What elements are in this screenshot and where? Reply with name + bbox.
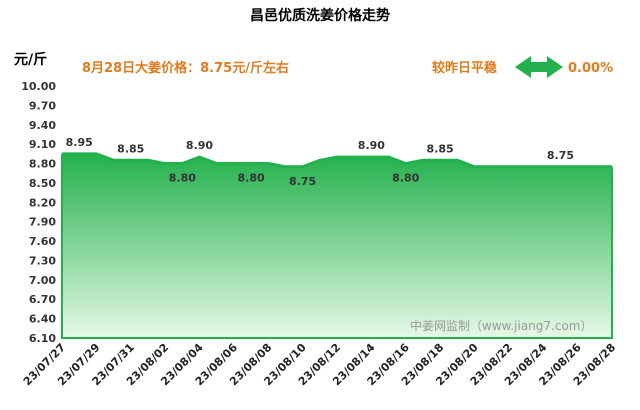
data-label: 8.80 [237,172,264,185]
data-label: 8.90 [358,139,385,152]
y-axis-unit: 元/斤 [14,51,47,68]
y-axis: 6.10 6.40 6.70 7.00 7.30 7.60 7.90 8.20 8.50 8.80… [21,80,56,345]
headline-price: 8月28日大姜价格：8.75元/斤左右 [82,60,289,76]
data-label: 8.85 [117,142,144,155]
data-label: 8.80 [169,172,196,185]
y-tick-label: 7.60 [29,235,56,248]
y-tick-label: 9.40 [29,119,56,132]
headline-compare: 较昨日平稳 [432,60,497,76]
y-tick-label: 7.00 [29,274,56,287]
data-label: 8.90 [186,139,213,152]
y-tick-label: 6.40 [29,313,56,326]
y-tick-label: 9.10 [29,138,56,151]
y-tick-label: 7.90 [29,216,56,229]
data-labels: 8.95 8.85 8.80 8.90 8.80 8.75 8.90 8.80 8.85 8.75 [66,136,574,188]
data-label: 8.80 [392,172,419,185]
headline-change: 0.00% [568,61,613,76]
data-label: 8.75 [289,175,316,188]
price-area [62,153,612,338]
area-border [61,153,613,339]
y-tick-label: 6.70 [29,293,56,306]
double-arrow-icon [515,56,563,78]
chart-title: 昌邑优质洗姜价格走势 [250,7,390,24]
data-label: 8.85 [427,142,454,155]
y-tick-label: 10.00 [21,80,56,93]
watermark: 中姜网监制（www.jiang7.com） [410,318,592,333]
y-tick-label: 6.10 [29,332,56,345]
price-line [62,152,612,169]
y-tick-label: 8.50 [29,177,56,190]
x-axis: 23/07/2723/07/2923/07/3123/08/0223/08/04… [21,341,618,389]
y-tick-label: 8.80 [29,158,56,171]
y-tick-label: 7.30 [29,254,56,267]
y-tick-label: 9.70 [29,99,56,112]
data-label: 8.75 [547,149,574,162]
data-label: 8.95 [66,136,93,149]
y-tick-label: 8.20 [29,196,56,209]
plot-area [61,152,613,339]
